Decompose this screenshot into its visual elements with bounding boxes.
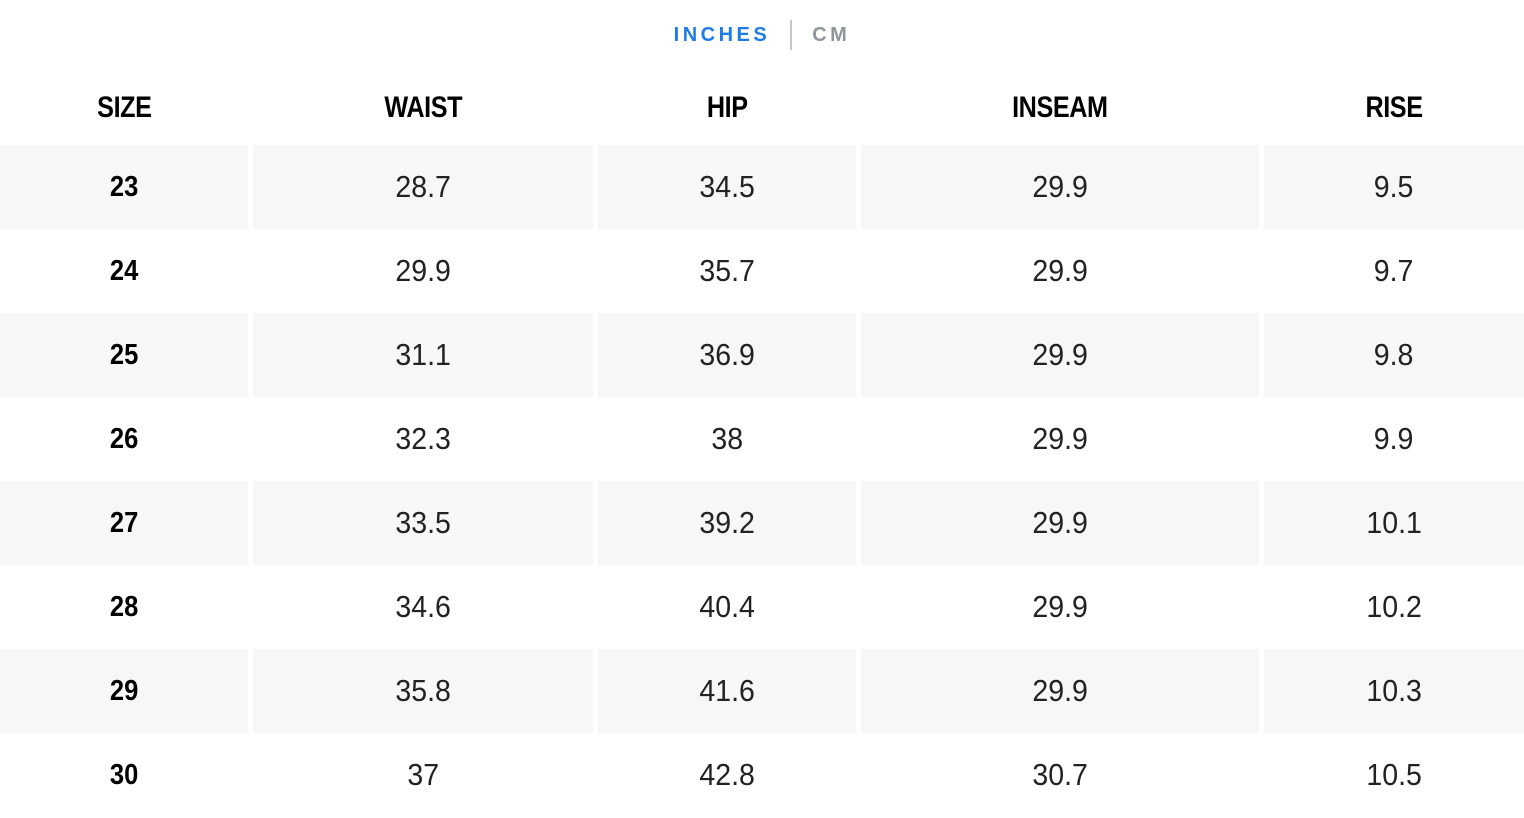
size-cell: 26 <box>0 397 248 481</box>
table-row: 29 35.8 41.6 29.9 10.3 <box>0 649 1524 733</box>
inseam-cell: 29.9 <box>856 649 1259 733</box>
inseam-cell: 29.9 <box>856 313 1259 397</box>
inseam-cell: 30.7 <box>856 733 1259 817</box>
waist-cell: 33.5 <box>247 481 593 565</box>
toggle-divider <box>790 20 793 50</box>
size-cell: 24 <box>0 229 248 313</box>
hip-cell: 36.9 <box>592 313 857 397</box>
rise-cell: 9.8 <box>1258 313 1524 397</box>
col-header-size: SIZE <box>0 70 248 145</box>
col-header-hip: HIP <box>592 70 856 145</box>
inseam-cell: 29.9 <box>856 397 1259 481</box>
size-cell: 28 <box>0 565 248 649</box>
inseam-cell: 29.9 <box>856 145 1259 229</box>
inseam-cell: 29.9 <box>856 229 1259 313</box>
rise-cell: 10.1 <box>1258 481 1524 565</box>
inseam-cell: 29.9 <box>856 481 1259 565</box>
table-row: 23 28.7 34.5 29.9 9.5 <box>0 145 1524 229</box>
hip-cell: 40.4 <box>592 565 857 649</box>
hip-cell: 42.8 <box>592 733 857 817</box>
waist-cell: 28.7 <box>247 145 593 229</box>
table-row: 26 32.3 38 29.9 9.9 <box>0 397 1524 481</box>
table-row: 24 29.9 35.7 29.9 9.7 <box>0 229 1524 313</box>
rise-cell: 10.3 <box>1258 649 1524 733</box>
waist-cell: 37 <box>247 733 593 817</box>
waist-cell: 34.6 <box>247 565 593 649</box>
rise-cell: 9.7 <box>1258 229 1524 313</box>
header-row: SIZE WAIST HIP INSEAM RISE <box>0 70 1524 145</box>
col-header-rise: RISE <box>1258 70 1524 145</box>
rise-cell: 9.9 <box>1258 397 1524 481</box>
waist-cell: 29.9 <box>247 229 593 313</box>
waist-cell: 35.8 <box>247 649 593 733</box>
hip-cell: 39.2 <box>592 481 857 565</box>
size-cell: 25 <box>0 313 248 397</box>
size-cell: 23 <box>0 145 248 229</box>
rise-cell: 10.2 <box>1258 565 1524 649</box>
hip-cell: 38 <box>592 397 857 481</box>
table-row: 25 31.1 36.9 29.9 9.8 <box>0 313 1524 397</box>
hip-cell: 34.5 <box>592 145 857 229</box>
rise-cell: 9.5 <box>1258 145 1524 229</box>
size-cell: 29 <box>0 649 248 733</box>
waist-cell: 32.3 <box>247 397 593 481</box>
col-header-waist-label: WAIST <box>384 90 462 124</box>
table-row: 28 34.6 40.4 29.9 10.2 <box>0 565 1524 649</box>
col-header-size-label: SIZE <box>96 90 152 124</box>
size-chart-table: SIZE WAIST HIP INSEAM RISE 23 28.7 34.5 … <box>0 70 1524 817</box>
col-header-hip-label: HIP <box>706 90 748 124</box>
table-row: 30 37 42.8 30.7 10.5 <box>0 733 1524 817</box>
hip-cell: 35.7 <box>592 229 857 313</box>
col-header-inseam: INSEAM <box>856 70 1259 145</box>
inseam-cell: 29.9 <box>856 565 1259 649</box>
unit-toggle: INCHES CM <box>0 0 1524 70</box>
size-cell: 30 <box>0 733 248 817</box>
col-header-inseam-label: INSEAM <box>1012 90 1108 124</box>
rise-cell: 10.5 <box>1258 733 1524 817</box>
unit-option-inches[interactable]: INCHES <box>673 23 771 46</box>
table-row: 27 33.5 39.2 29.9 10.1 <box>0 481 1524 565</box>
size-cell: 27 <box>0 481 248 565</box>
unit-option-cm[interactable]: CM <box>812 23 851 46</box>
col-header-rise-label: RISE <box>1365 90 1423 124</box>
hip-cell: 41.6 <box>592 649 857 733</box>
waist-cell: 31.1 <box>247 313 593 397</box>
col-header-waist: WAIST <box>247 70 593 145</box>
